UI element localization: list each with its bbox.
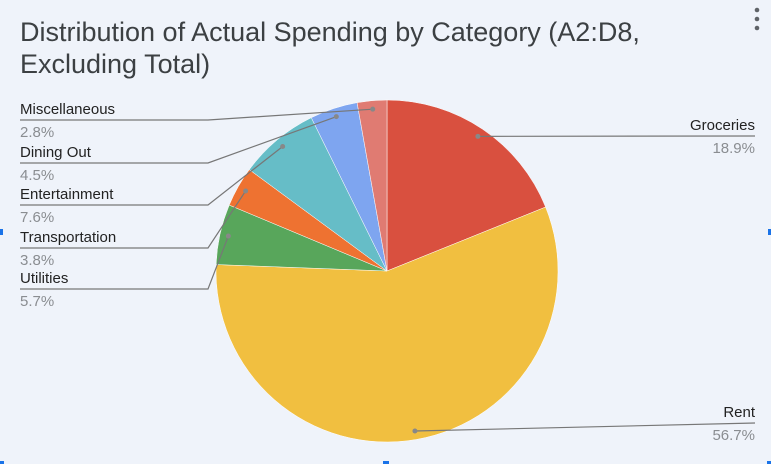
resize-handle[interactable]: [0, 229, 3, 235]
leader-line: [20, 146, 284, 206]
label-name: Groceries: [690, 117, 755, 134]
leader-dot: [475, 133, 481, 139]
leader-line: [414, 422, 756, 432]
label-value: 7.6%: [20, 209, 54, 226]
menu-dot: [754, 25, 760, 31]
chart-title: Distribution of Actual Spending by Categ…: [20, 17, 640, 79]
resize-handle[interactable]: [0, 461, 4, 464]
label-value: 2.8%: [20, 124, 54, 141]
label-value: 56.7%: [712, 427, 755, 444]
label-name: Transportation: [20, 229, 116, 246]
resize-handle[interactable]: [383, 461, 389, 464]
pie-slice: [386, 99, 546, 272]
pie-slice: [215, 206, 559, 443]
resize-handle[interactable]: [767, 461, 771, 464]
leader-line: [20, 235, 229, 290]
leader-line: [20, 190, 247, 249]
label-name: Entertainment: [20, 186, 114, 203]
menu-icon[interactable]: [754, 7, 760, 31]
leader-dot: [280, 143, 286, 149]
label-value: 3.8%: [20, 252, 54, 269]
label-name: Miscellaneous: [20, 101, 115, 118]
resize-handle[interactable]: [768, 229, 771, 235]
menu-dot: [754, 7, 760, 13]
menu-dot: [754, 16, 760, 22]
leader-dot: [225, 233, 231, 239]
leader-line: [20, 116, 337, 164]
label-value: 4.5%: [20, 167, 54, 184]
label-name: Rent: [723, 404, 756, 421]
pie-slice: [356, 99, 388, 272]
label-name: Utilities: [20, 270, 68, 287]
leader-dot: [243, 188, 249, 194]
leader-dot: [333, 114, 339, 120]
label-value: 18.9%: [712, 140, 755, 157]
label-name: Dining Out: [20, 144, 92, 161]
label-value: 5.7%: [20, 293, 54, 310]
leader-dot: [412, 428, 418, 434]
leader-line: [20, 108, 373, 121]
leader-dot: [370, 106, 376, 112]
